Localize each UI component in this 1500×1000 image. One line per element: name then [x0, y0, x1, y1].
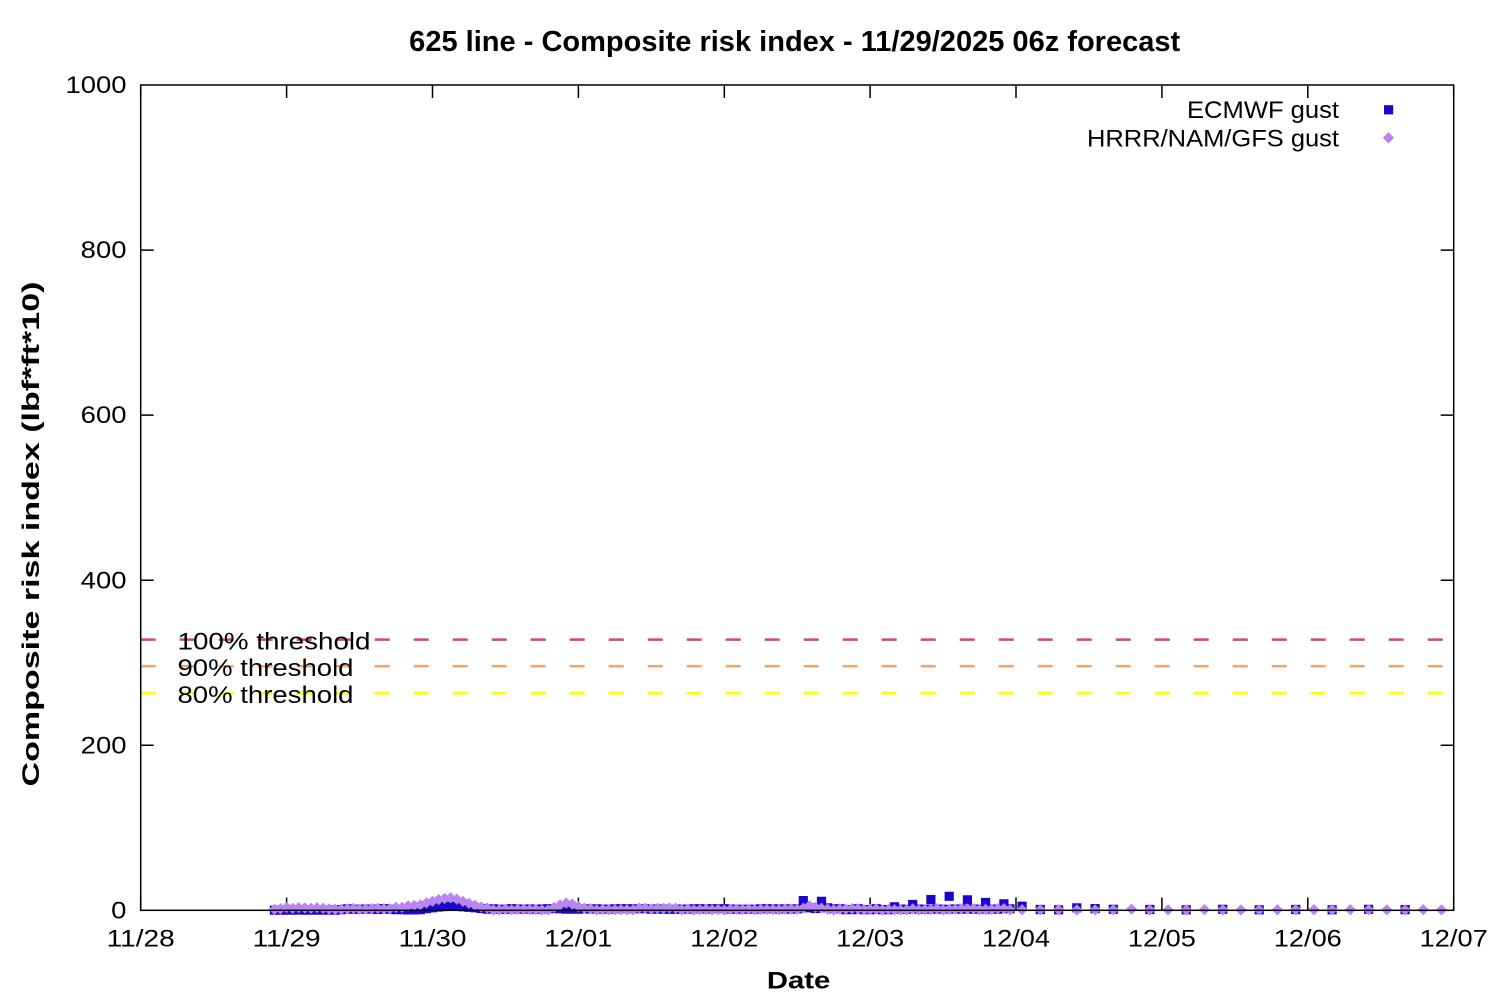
svg-text:11/30: 11/30	[399, 926, 467, 953]
svg-text:600: 600	[81, 402, 127, 429]
svg-text:ECMWF gust: ECMWF gust	[1187, 97, 1339, 124]
svg-text:11/28: 11/28	[107, 926, 175, 953]
svg-text:12/06: 12/06	[1274, 926, 1342, 953]
svg-text:12/02: 12/02	[690, 926, 758, 953]
svg-text:200: 200	[81, 732, 127, 759]
svg-text:1000: 1000	[66, 72, 127, 99]
svg-text:100% threshold: 100% threshold	[178, 628, 371, 655]
svg-text:90% threshold: 90% threshold	[178, 655, 354, 682]
svg-text:800: 800	[81, 237, 127, 264]
svg-text:12/03: 12/03	[836, 926, 904, 953]
svg-text:11/29: 11/29	[253, 926, 321, 953]
svg-text:625 line - Composite risk inde: 625 line - Composite risk index - 11/29/…	[409, 26, 1180, 58]
svg-text:12/01: 12/01	[544, 926, 612, 953]
svg-text:12/05: 12/05	[1128, 926, 1196, 953]
svg-text:80% threshold: 80% threshold	[178, 682, 354, 709]
svg-text:Composite risk index (lbf*ft*1: Composite risk index (lbf*ft*10)	[18, 281, 45, 786]
svg-text:12/04: 12/04	[982, 926, 1050, 953]
svg-text:400: 400	[81, 567, 127, 594]
svg-text:12/07: 12/07	[1420, 926, 1488, 953]
svg-text:HRRR/NAM/GFS gust: HRRR/NAM/GFS gust	[1087, 126, 1339, 153]
svg-text:Date: Date	[767, 967, 831, 994]
svg-text:0: 0	[111, 897, 126, 924]
